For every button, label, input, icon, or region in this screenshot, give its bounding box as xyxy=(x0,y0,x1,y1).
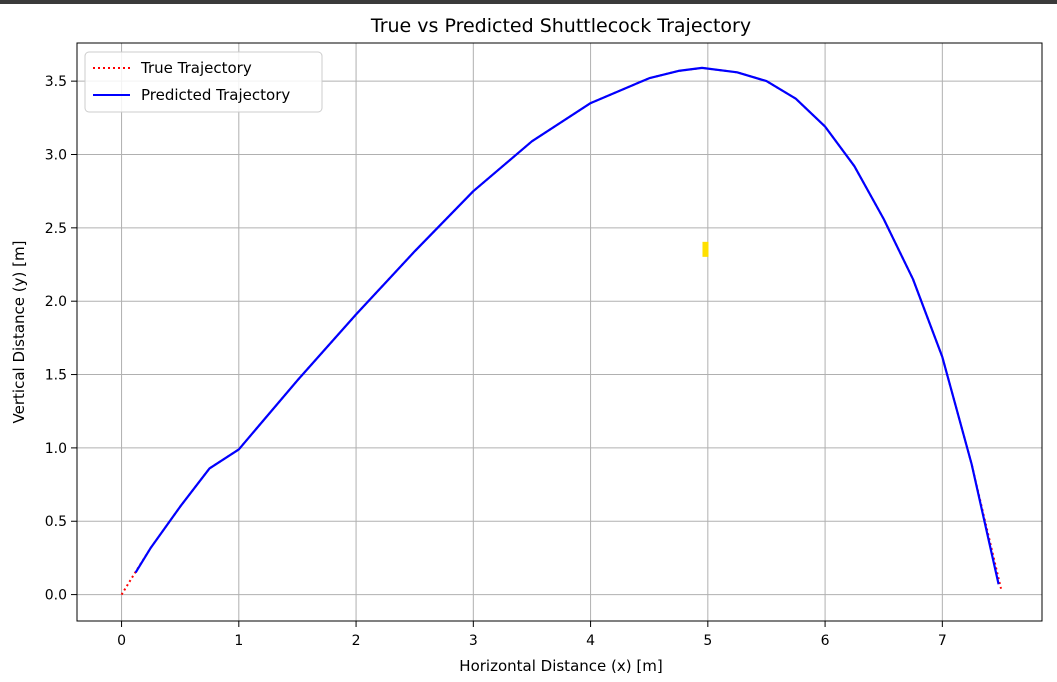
x-tick-label: 6 xyxy=(821,633,830,649)
x-axis-ticks: 0 1 2 3 4 5 6 7 xyxy=(117,621,947,649)
y-axis-label: Vertical Distance (y) [m] xyxy=(10,241,28,424)
y-tick-label: 2.5 xyxy=(45,221,67,237)
yellow-marker xyxy=(702,241,709,257)
x-tick-label: 3 xyxy=(469,633,478,649)
series-layer xyxy=(120,66,1002,596)
plot-frame xyxy=(76,42,1043,622)
x-tick-label: 7 xyxy=(938,633,947,649)
legend: True Trajectory Predicted Trajectory xyxy=(84,51,323,113)
series-line-predicted-trajectory xyxy=(134,66,1000,585)
annotation-layer xyxy=(702,241,709,257)
chart-title: True vs Predicted Shuttlecock Trajectory xyxy=(370,15,751,37)
x-tick-label: 4 xyxy=(586,633,595,649)
legend-box xyxy=(84,51,323,113)
legend-label: Predicted Trajectory xyxy=(141,86,290,104)
y-tick-label: 3.0 xyxy=(45,147,67,163)
x-tick-label: 0 xyxy=(117,633,126,649)
y-tick-label: 1.0 xyxy=(45,441,67,457)
legend-label: True Trajectory xyxy=(140,59,252,77)
x-axis-label: Horizontal Distance (x) [m] xyxy=(459,657,662,675)
y-tick-label: 3.5 xyxy=(45,74,67,90)
y-tick-label: 0.5 xyxy=(45,514,67,530)
y-tick-label: 0.0 xyxy=(45,588,67,604)
y-axis-ticks: 0.0 0.5 1.0 1.5 2.0 2.5 3.0 3.5 xyxy=(45,74,77,604)
grid-lines xyxy=(77,43,1042,621)
y-tick-label: 1.5 xyxy=(45,368,67,384)
x-tick-label: 5 xyxy=(703,633,712,649)
x-tick-label: 2 xyxy=(352,633,361,649)
y-tick-label: 2.0 xyxy=(45,294,67,310)
series-line-true-trajectory xyxy=(120,66,1002,596)
x-tick-label: 1 xyxy=(234,633,243,649)
window-top-bar xyxy=(0,0,1057,4)
